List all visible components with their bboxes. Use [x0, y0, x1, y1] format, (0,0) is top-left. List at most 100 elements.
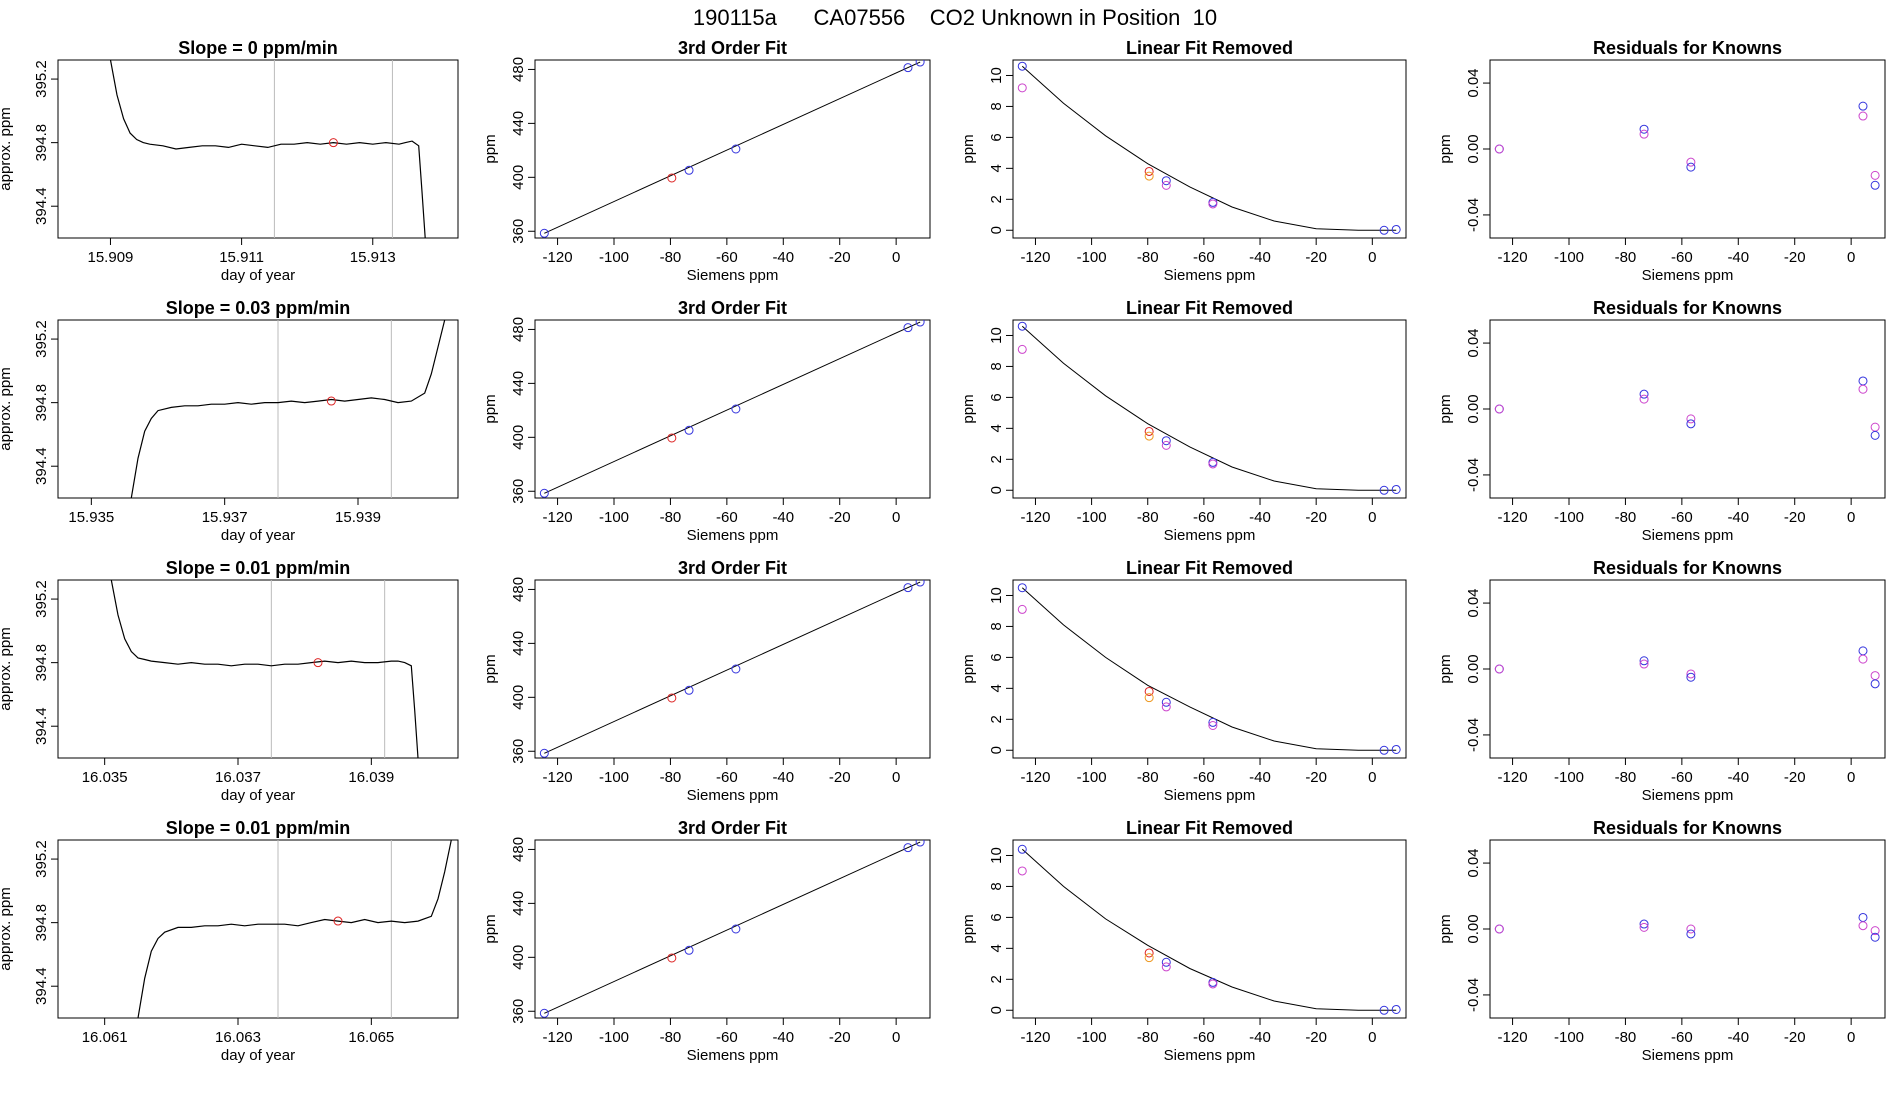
y-axis-label: ppm — [482, 914, 499, 943]
chart-panel: Linear Fit Removed -120 -100 -80 -60 -40 -20 0 0… — [960, 558, 1407, 804]
plot-frame — [1489, 579, 1886, 759]
x-tick-label: -120 — [543, 1029, 573, 1046]
y-tick-label: 0.04 — [1465, 68, 1482, 97]
y-tick-label: 360 — [510, 999, 527, 1024]
y-axis-label: ppm — [960, 914, 977, 943]
data-point — [915, 60, 925, 67]
chart-panel: Residuals for Knowns -120 -100 -80 -60 -40 -20… — [1437, 298, 1886, 544]
x-tick-label: -100 — [1554, 249, 1584, 266]
y-tick-label: 480 — [510, 57, 527, 82]
data-point — [539, 1008, 549, 1018]
x-tick-label: -60 — [716, 509, 738, 526]
x-axis-label: Siemens ppm — [1642, 787, 1734, 804]
x-tick-label: -20 — [1305, 509, 1327, 526]
y-tick-label: 400 — [510, 945, 527, 970]
y-axis-label: approx. ppm — [0, 367, 14, 450]
data-point — [1161, 180, 1171, 190]
x-tick-label: -40 — [1249, 249, 1271, 266]
y-tick-label: 10 — [988, 67, 1005, 84]
plot-area — [539, 840, 925, 1018]
data-point — [684, 425, 694, 435]
y-axis-label: ppm — [482, 134, 499, 163]
x-tick-label: 0 — [1847, 769, 1855, 786]
plot-area — [1494, 101, 1880, 190]
y-tick-label: 400 — [510, 425, 527, 450]
y-axis-label: ppm — [960, 394, 977, 423]
x-tick-label: -20 — [829, 1029, 851, 1046]
y-tick-label: 480 — [510, 837, 527, 862]
x-tick-label: -20 — [1305, 1029, 1327, 1046]
y-axis-label: ppm — [1437, 914, 1454, 943]
chart-panel: Linear Fit Removed -120 -100 -80 -60 -40 -20 0 0… — [960, 818, 1407, 1064]
data-point — [1858, 912, 1868, 922]
x-tick-label: 0 — [892, 769, 900, 786]
plot-frame — [57, 319, 459, 499]
y-tick-label: 395.2 — [33, 580, 50, 618]
x-tick-label: -40 — [772, 249, 794, 266]
x-tick-label: -60 — [1193, 509, 1215, 526]
chart-panel: Linear Fit Removed -120 -100 -80 -60 -40 -20 0 0… — [960, 38, 1407, 284]
data-point — [684, 945, 694, 955]
data-point — [1686, 924, 1696, 934]
y-tick-label: 394.8 — [33, 384, 50, 422]
y-tick-label: 395.2 — [33, 840, 50, 878]
data-point — [684, 685, 694, 695]
panel-title: 3rd Order Fit — [678, 818, 787, 838]
x-axis-label: Siemens ppm — [1164, 267, 1256, 284]
x-tick-label: 15.937 — [202, 509, 248, 526]
plot-frame — [1012, 59, 1407, 239]
chart-panel: 3rd Order Fit -120 -100 -80 -60 -40 -20 0 360 400… — [482, 818, 931, 1064]
series-line — [109, 60, 426, 238]
x-tick-label: 15.935 — [68, 509, 114, 526]
y-axis-label: ppm — [1437, 654, 1454, 683]
y-tick-label: 394.4 — [33, 707, 50, 745]
x-tick-label: -40 — [1727, 1029, 1749, 1046]
data-point — [1870, 422, 1880, 432]
y-tick-label: 0 — [988, 226, 1005, 234]
data-point — [1208, 717, 1218, 727]
y-tick-label: 440 — [510, 371, 527, 396]
y-tick-label: 0.04 — [1465, 848, 1482, 877]
data-point — [903, 583, 913, 593]
x-tick-label: -100 — [599, 1029, 629, 1046]
x-tick-label: -20 — [829, 769, 851, 786]
y-tick-label: 0.00 — [1465, 134, 1482, 163]
series-line — [137, 840, 452, 1018]
data-point — [1144, 686, 1154, 696]
chart-panel: Slope = 0 ppm/min 15.909 15.911 15.913 394.4… — [0, 38, 459, 284]
x-tick-label: -40 — [1727, 249, 1749, 266]
y-axis-label: ppm — [960, 134, 977, 163]
data-point — [1391, 744, 1401, 754]
y-axis-label: approx. ppm — [0, 887, 14, 970]
plot-area — [539, 60, 925, 238]
y-tick-label: 360 — [510, 739, 527, 764]
y-tick-label: 6 — [988, 653, 1005, 661]
panel-title: Slope = 0.03 ppm/min — [166, 298, 351, 318]
chart-panel: Residuals for Knowns -120 -100 -80 -60 -40 -20… — [1437, 38, 1886, 284]
plot-area — [1017, 844, 1401, 1015]
x-tick-label: -120 — [1020, 509, 1050, 526]
data-point — [1639, 919, 1649, 929]
y-tick-label: 440 — [510, 631, 527, 656]
y-tick-label: 10 — [988, 847, 1005, 864]
x-axis-label: Siemens ppm — [1164, 527, 1256, 544]
x-tick-label: -40 — [772, 769, 794, 786]
data-point — [1686, 669, 1696, 679]
x-tick-label: -60 — [1193, 769, 1215, 786]
x-tick-label: -80 — [1615, 249, 1637, 266]
x-tick-label: -20 — [1784, 1029, 1806, 1046]
panel-title: Residuals for Knowns — [1593, 818, 1782, 838]
x-tick-label: -60 — [716, 249, 738, 266]
x-tick-label: -60 — [1671, 769, 1693, 786]
data-point — [1858, 376, 1868, 386]
data-point — [1161, 176, 1171, 186]
data-point — [1144, 693, 1154, 703]
data-point — [1144, 948, 1154, 958]
data-point — [333, 916, 343, 926]
x-tick-label: -120 — [543, 509, 573, 526]
panel-title: 3rd Order Fit — [678, 558, 787, 578]
y-tick-label: 0.00 — [1465, 394, 1482, 423]
y-tick-label: 2 — [988, 455, 1005, 463]
chart-panel: Slope = 0.01 ppm/min 16.061 16.063 16.065 39… — [0, 818, 459, 1064]
x-tick-label: -40 — [772, 1029, 794, 1046]
